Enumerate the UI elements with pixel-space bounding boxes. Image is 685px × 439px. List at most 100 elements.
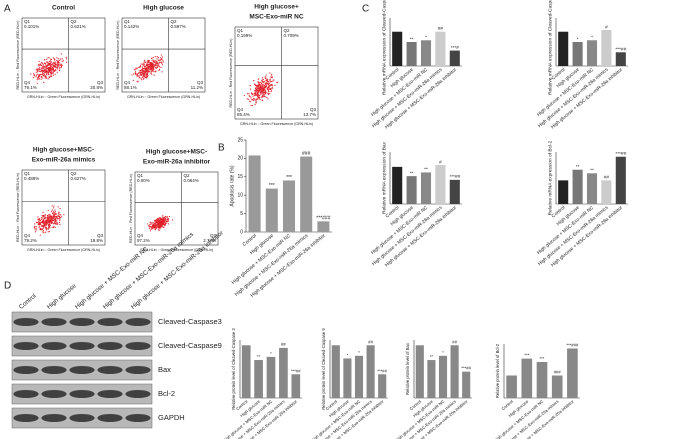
cell-dot [156,66,159,69]
bar [420,40,432,66]
bar [435,165,446,204]
quadrant-value: 20.8% [90,85,103,90]
significance: * [425,35,427,41]
cell-dot [272,80,274,82]
cell-dot [41,72,44,74]
cell-dot [54,213,56,215]
cell-dot [56,64,58,66]
cell-dot [134,71,137,73]
cell-dot [65,56,67,58]
cell-dot [42,217,44,219]
cell-dot [47,216,49,218]
cell-dot [151,64,153,66]
cell-dot [48,214,50,216]
cell-dot [269,84,272,86]
cell-dot [48,67,51,69]
bar [241,345,251,398]
plot-frame [121,17,206,93]
cell-dot [144,70,146,72]
blot-band [97,342,123,350]
cell-dot [36,68,38,70]
cell-dot [166,218,169,220]
bar [615,52,626,66]
bar [521,358,533,398]
cell-dot [265,91,267,94]
quadrant-name: Q2 [183,173,190,178]
cell-dot [268,84,270,86]
cell-dot [158,229,160,232]
cell-dot [268,93,270,96]
cell-dot [46,74,48,76]
cell-dot [158,223,160,226]
cell-dot [39,67,41,69]
cell-dot [259,99,261,101]
cell-dot [267,83,269,85]
cell-dot [36,71,38,73]
flow-title: High glucose [143,5,184,12]
cell-dot [268,85,271,87]
cell-dot [260,96,263,98]
cell-dot [144,75,146,77]
quadrant-value: 0.627% [70,176,85,181]
blot-band [69,390,95,398]
cell-dot [35,227,37,229]
cell-dot [256,85,259,87]
significance: ** [257,354,261,359]
panel-label: A [4,4,11,15]
plot-frame [234,26,319,120]
cell-dot [251,99,253,101]
cell-dot [42,65,45,67]
cell-dot [162,61,164,63]
cell-dot [49,71,52,74]
cell-dot [48,57,50,59]
quadrant-name: Q2 [70,171,77,176]
cell-dot [142,71,144,73]
cell-dot [255,89,257,91]
quadrant-name: Q2 [70,19,77,24]
cell-dot [258,88,260,90]
cell-dot [154,225,157,227]
cell-dot [38,60,40,62]
cell-dot [158,228,160,230]
cell-dot [154,66,157,68]
cell-dot [156,60,158,62]
cell-dot [158,68,161,70]
cell-dot [35,76,37,78]
cell-dot [45,227,48,229]
quadrant-name: Q3 [310,107,317,112]
cell-dot [49,220,51,222]
cell-dot [49,224,51,227]
cell-dot [48,63,50,65]
blot-row-label: GAPDH [158,413,185,422]
cell-dot [254,94,256,96]
cell-dot [261,83,263,85]
x-tick-label: High glucose + MSC-Exo-miR NC [370,205,430,256]
cell-dot [57,60,59,62]
bar [601,30,612,66]
cell-dot [37,219,39,221]
bar [392,31,403,66]
cell-dot [257,82,259,84]
cell-dot [34,225,36,227]
cell-dot [47,225,49,227]
cell-dot [45,64,47,67]
cell-dot [156,220,158,223]
cell-dot [267,82,269,84]
cell-dot [42,71,44,73]
cell-dot [38,78,41,80]
cell-dot [39,63,41,66]
y-axis-label: Relative mRNA expression of Bcl-2 [547,140,553,215]
bar [248,155,261,232]
cell-dot [149,72,152,74]
y-tick-label: 0 [240,229,243,235]
cell-dot [48,217,50,219]
cell-dot [59,59,61,61]
cell-dot [152,60,154,62]
significance: ## [281,342,286,347]
cell-dot [165,218,167,220]
cell-dot [267,92,269,94]
cell-dot [153,59,155,61]
bar [558,180,569,204]
cell-dot [261,79,263,81]
